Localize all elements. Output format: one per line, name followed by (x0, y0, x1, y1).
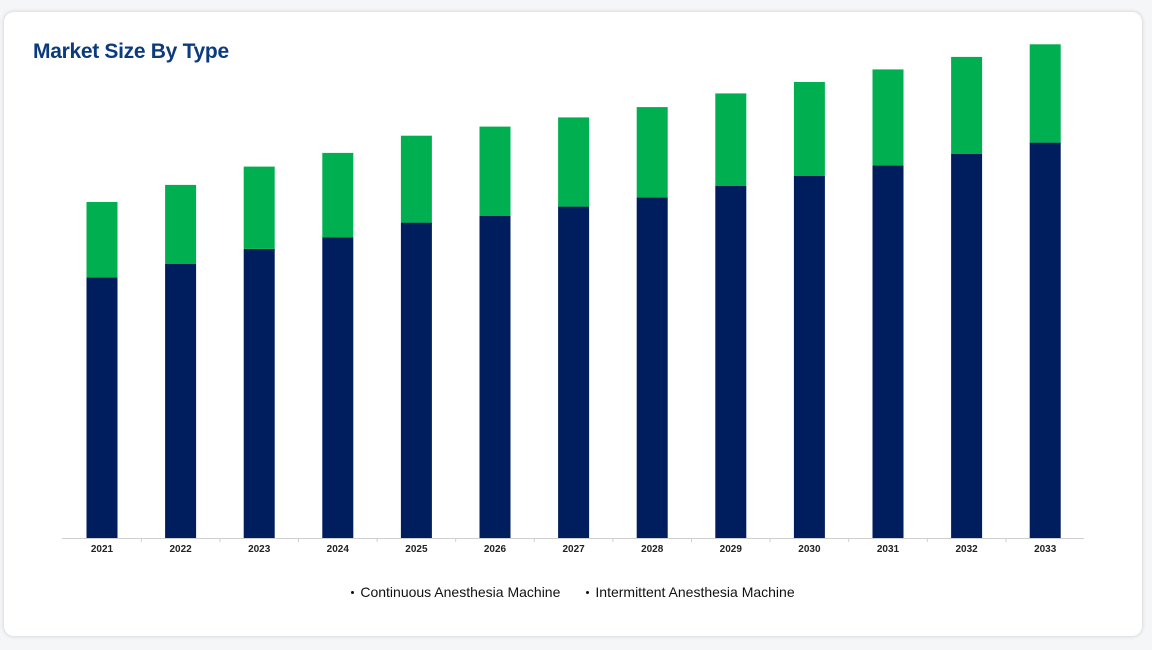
x-tick-label-2033: 2033 (1034, 544, 1057, 555)
bar-continuous-2028[interactable] (636, 197, 668, 538)
x-tick-label-2021: 2021 (91, 544, 114, 555)
bar-continuous-2023[interactable] (243, 248, 275, 538)
legend-label-continuous: Continuous Anesthesia Machine (360, 584, 561, 600)
bar-continuous-2033[interactable] (1029, 142, 1061, 538)
bar-intermittent-2033[interactable] (1029, 44, 1061, 143)
bar-intermittent-2026[interactable] (479, 126, 511, 216)
bar-continuous-2025[interactable] (400, 222, 432, 538)
x-tick-labels: 2021 2022 2023 2024 2025 2026 2027 2028 2029 2030… (91, 538, 1057, 555)
legend-label-intermittent: Intermittent Anesthesia Machine (595, 584, 795, 600)
x-tick-label-2031: 2031 (877, 544, 900, 555)
bar-intermittent-2025[interactable] (400, 135, 432, 223)
legend-item-continuous[interactable]: Continuous Anesthesia Machine (351, 584, 560, 600)
stacked-bar-chart: 2021 2022 2023 2024 2025 2026 2027 2028 2029 2030… (62, 44, 1084, 555)
bar-intermittent-2024[interactable] (322, 152, 354, 238)
bar-intermittent-2022[interactable] (165, 184, 197, 264)
bar-continuous-2032[interactable] (951, 154, 983, 538)
bar-continuous-2031[interactable] (872, 165, 904, 538)
bar-continuous-2026[interactable] (479, 215, 511, 538)
x-tick-label-2023: 2023 (248, 544, 271, 555)
bar-intermittent-2032[interactable] (951, 56, 983, 154)
bar-intermittent-2028[interactable] (636, 107, 668, 198)
bar-continuous-2027[interactable] (558, 206, 590, 538)
bar-intermittent-2027[interactable] (558, 117, 590, 207)
legend-bullet (586, 590, 590, 594)
chart-card: Market Size By Type 2021 2022 2023 2024 2025… (4, 12, 1142, 636)
legend-item-intermittent[interactable]: Intermittent Anesthesia Machine (586, 584, 795, 600)
legend-bullet (351, 590, 355, 594)
x-tick-label-2028: 2028 (641, 544, 664, 555)
bars-group (86, 44, 1061, 538)
bar-continuous-2022[interactable] (165, 263, 197, 538)
x-tick-label-2024: 2024 (327, 544, 350, 555)
x-tick-label-2030: 2030 (798, 544, 821, 555)
x-tick-label-2025: 2025 (405, 544, 428, 555)
legend: Continuous Anesthesia Machine Intermitte… (4, 584, 1142, 600)
x-tick-label-2026: 2026 (484, 544, 507, 555)
bar-intermittent-2023[interactable] (243, 166, 275, 249)
bar-continuous-2024[interactable] (322, 237, 354, 538)
x-tick-label-2027: 2027 (562, 544, 585, 555)
x-tick-label-2022: 2022 (169, 544, 192, 555)
x-tick-label-2032: 2032 (955, 544, 978, 555)
bar-continuous-2029[interactable] (715, 186, 747, 538)
bar-continuous-2021[interactable] (86, 277, 118, 538)
chart-title: Market Size By Type (33, 40, 229, 63)
x-tick-label-2029: 2029 (720, 544, 743, 555)
bar-intermittent-2021[interactable] (86, 202, 118, 278)
bar-continuous-2030[interactable] (793, 175, 825, 538)
bar-intermittent-2030[interactable] (793, 82, 825, 176)
bar-intermittent-2031[interactable] (872, 69, 904, 166)
bar-intermittent-2029[interactable] (715, 93, 747, 186)
